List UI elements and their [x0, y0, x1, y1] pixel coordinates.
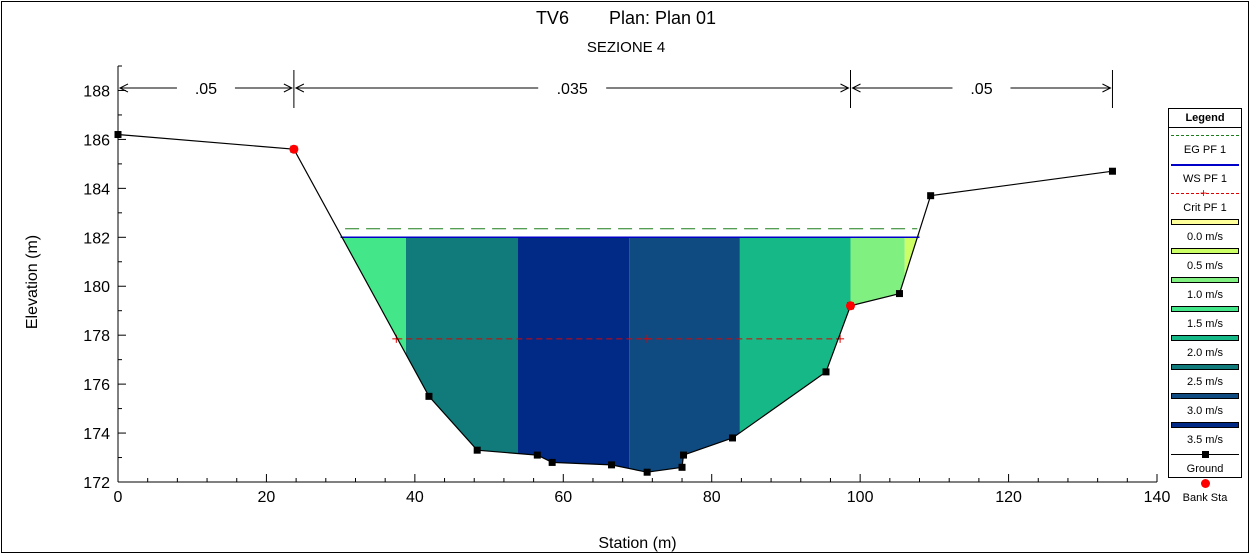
- legend-swatch: [1171, 393, 1239, 399]
- ground-point: [1108, 167, 1116, 175]
- mannings-arrow-left: [118, 83, 129, 93]
- y-tick-label: 178: [83, 328, 110, 345]
- ground-point: [895, 290, 903, 298]
- legend-swatch: [1171, 306, 1239, 312]
- mannings-n-label: .05: [195, 81, 217, 98]
- chart-title: TV6 Plan: Plan 01: [535, 8, 717, 28]
- y-tick-label: 180: [83, 279, 110, 296]
- legend-swatch: [1171, 422, 1239, 428]
- ground-point: [728, 434, 736, 442]
- ground-point: [680, 451, 688, 459]
- velocity-band-4: [629, 237, 740, 473]
- x-tick-label: 100: [847, 489, 874, 506]
- y-tick-label: 184: [83, 181, 110, 198]
- x-tick-label: 140: [1144, 489, 1171, 506]
- mannings-arrow-right: [840, 83, 850, 93]
- legend-item: 3.0 m/s: [1169, 389, 1241, 418]
- ground-line: [117, 133, 1113, 473]
- legend-title: Legend: [1169, 109, 1241, 128]
- mannings-arrow-right: [283, 83, 294, 93]
- y-tick-label: 182: [83, 230, 110, 247]
- x-tick-label: 40: [406, 489, 424, 506]
- legend-line: [1171, 193, 1239, 194]
- velocity-band-2: [406, 237, 518, 454]
- ground-point: [927, 192, 935, 200]
- legend-label: 3.5 m/s: [1186, 434, 1224, 446]
- legend-item: 2.5 m/s: [1169, 360, 1241, 389]
- x-tick-label: 60: [554, 489, 572, 506]
- bank-station-point: [289, 144, 299, 154]
- ground-point: [678, 463, 686, 471]
- bank-station-point: [845, 301, 855, 311]
- y-tick-label: 172: [83, 475, 110, 492]
- legend-item: + Crit PF 1: [1169, 186, 1241, 215]
- x-tick-label: 0: [114, 489, 123, 506]
- legend-item: WS PF 1: [1169, 157, 1241, 186]
- mannings-n-label: .035: [557, 81, 588, 98]
- legend-item: Bank Sta: [1169, 476, 1241, 505]
- legend-label: Ground: [1186, 463, 1224, 475]
- ground-point: [114, 131, 122, 139]
- ground-point: [822, 368, 830, 376]
- velocity-band-3: [518, 237, 630, 469]
- ground-point: [548, 458, 556, 466]
- legend-swatch: [1171, 219, 1239, 225]
- legend-line: [1171, 135, 1239, 136]
- legend-item: 0.5 m/s: [1169, 244, 1241, 273]
- ground-point: [643, 468, 651, 476]
- legend-item: 0.0 m/s: [1169, 215, 1241, 244]
- mannings-arrow-left: [851, 83, 861, 93]
- legend-item: 2.0 m/s: [1169, 331, 1241, 360]
- legend-label: 1.5 m/s: [1186, 318, 1224, 330]
- y-axis-label: Elevation (m): [24, 235, 41, 329]
- legend-label: Crit PF 1: [1183, 202, 1227, 214]
- x-tick-label: 80: [703, 489, 721, 506]
- x-tick-label: 120: [995, 489, 1022, 506]
- mannings-n-label: .05: [970, 81, 992, 98]
- legend-label: Bank Sta: [1182, 492, 1228, 504]
- legend-label: 1.0 m/s: [1186, 289, 1224, 301]
- ground-point: [608, 461, 616, 469]
- legend-bank-marker: [1201, 479, 1210, 488]
- x-axis-label: Station (m): [598, 535, 676, 552]
- y-tick-label: 188: [83, 83, 110, 100]
- y-tick-label: 176: [83, 377, 110, 394]
- legend: Legend EG PF 1 WS PF 1 + Crit PF 1 0.0 m/s 0.…: [1168, 108, 1242, 504]
- legend-item: 3.5 m/s: [1169, 418, 1241, 447]
- y-tick-label: 174: [83, 426, 110, 443]
- mannings-arrow-left: [294, 83, 305, 93]
- mannings-arrow-right: [1102, 83, 1112, 93]
- chart-subtitle: SEZIONE 4: [586, 39, 666, 56]
- legend-label: 0.5 m/s: [1186, 260, 1224, 272]
- legend-ground-marker: [1202, 451, 1209, 458]
- legend-label: 0.0 m/s: [1186, 231, 1224, 243]
- y-tick-label: 186: [83, 132, 110, 149]
- legend-item: 1.5 m/s: [1169, 302, 1241, 331]
- x-tick-label: 20: [258, 489, 276, 506]
- ground-point: [533, 451, 541, 459]
- legend-label: 3.0 m/s: [1186, 405, 1224, 417]
- legend-label: 2.5 m/s: [1186, 376, 1224, 388]
- velocity-band-6: [850, 237, 905, 306]
- legend-swatch: [1171, 364, 1239, 370]
- legend-item: EG PF 1: [1169, 128, 1241, 157]
- legend-plus-marker: +: [1200, 186, 1208, 200]
- legend-swatch: [1171, 248, 1239, 254]
- legend-label: WS PF 1: [1182, 173, 1227, 185]
- velocity-band-5: [739, 237, 851, 433]
- ground-point: [473, 446, 481, 454]
- legend-label: EG PF 1: [1183, 144, 1227, 156]
- ground-point: [425, 392, 433, 400]
- legend-item: 1.0 m/s: [1169, 273, 1241, 302]
- legend-line: [1171, 164, 1239, 166]
- legend-item: Ground: [1169, 447, 1241, 476]
- legend-label: 2.0 m/s: [1186, 347, 1224, 359]
- legend-swatch: [1171, 335, 1239, 341]
- legend-swatch: [1171, 277, 1239, 283]
